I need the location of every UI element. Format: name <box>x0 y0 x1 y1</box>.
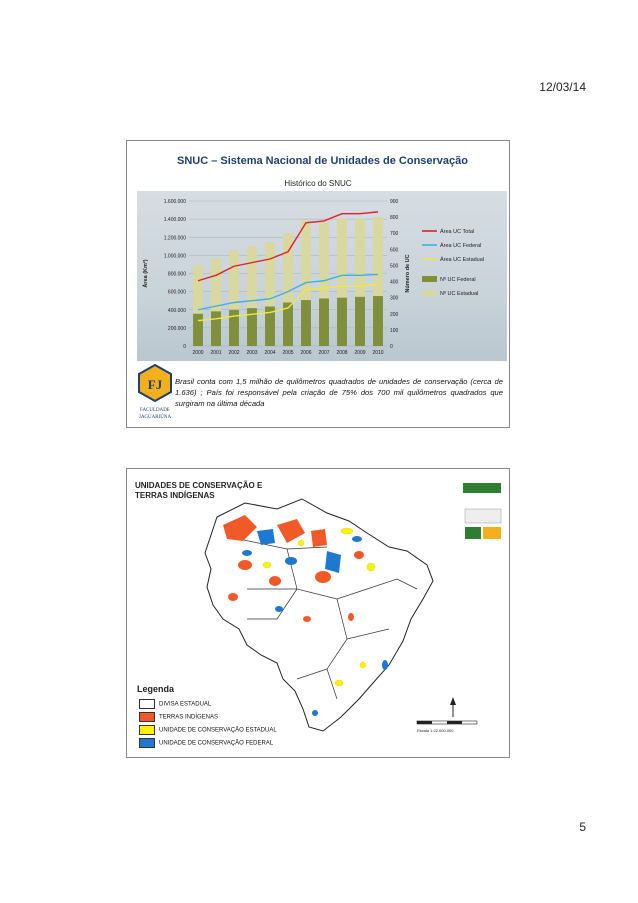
bar <box>265 306 275 346</box>
brazil-map <box>204 483 502 732</box>
series-line <box>197 211 379 282</box>
svg-text:FJ: FJ <box>148 377 163 392</box>
x-tick-label: 2003 <box>246 350 257 356</box>
bar <box>337 218 347 346</box>
legend-title: Legenda <box>137 684 175 694</box>
y2-tick-label: 300 <box>390 296 399 302</box>
x-tick-label: 2002 <box>228 350 239 356</box>
legend-swatch <box>139 712 155 722</box>
y2-axis-label: Número de UC <box>405 254 411 292</box>
y2-tick-label: 900 <box>390 199 399 205</box>
x-tick-label: 2006 <box>300 350 311 356</box>
bar <box>211 311 221 346</box>
series-line <box>197 283 379 322</box>
bar <box>373 296 383 346</box>
bar <box>247 246 257 346</box>
x-tick-label: 2001 <box>210 350 221 356</box>
legend-item-terras: TERRAS INDÍGENAS <box>139 712 218 722</box>
y2-tick-label: 200 <box>390 312 399 318</box>
legend-bar-swatch <box>422 290 437 296</box>
x-tick-label: 2009 <box>354 350 365 356</box>
x-tick-label: 2010 <box>372 350 383 356</box>
legend-label: Nº UC Federal <box>440 276 476 283</box>
slide-snuc: SNUC – Sistema Nacional de Unidades de C… <box>126 140 510 428</box>
snuc-chart: 0 200.000 400.000 600.000 800.000 1.000.000 1.… <box>137 191 507 361</box>
y2-tick-label: 400 <box>390 280 399 286</box>
y-tick-label: 1.200.000 <box>164 235 186 241</box>
y2-tick-label: 0 <box>390 344 393 350</box>
bar <box>193 313 203 346</box>
chart-title: Histórico do SNUC <box>284 179 352 188</box>
bar <box>301 300 311 346</box>
bar <box>319 298 329 346</box>
series-line <box>197 273 379 311</box>
faculdade-logo: FJ FACULDADE JAGUARIÚNA <box>138 363 172 420</box>
slide-body-text: Brasil conta com 1,5 milhão de quilômetr… <box>175 377 503 408</box>
scale-label: Escala 1:22.000.000 <box>417 728 454 733</box>
legend-label: Área UC Estadual <box>440 256 484 263</box>
slide-map: UNIDADES DE CONSERVAÇÃO E TERRAS INDÍGEN… <box>126 468 510 758</box>
legend-swatch <box>139 738 155 748</box>
y-axis-label: Área (Km²) <box>142 259 149 287</box>
bar <box>373 217 383 346</box>
bar <box>319 221 329 346</box>
bar <box>229 250 239 346</box>
y-tick-label: 0 <box>183 344 186 350</box>
bar <box>355 218 365 346</box>
x-tick-label: 2005 <box>282 350 293 356</box>
legend-item-uc-federal: UNIDADE DE CONSERVAÇÃO FEDERAL <box>139 738 273 748</box>
x-tick-label: 2004 <box>264 350 275 356</box>
bar <box>211 258 221 346</box>
y2-tick-label: 600 <box>390 247 399 253</box>
bar <box>193 265 203 346</box>
legend-label: Nº UC Estadual <box>440 290 478 297</box>
bar <box>265 242 275 346</box>
legend-label: Área UC Total <box>440 228 474 235</box>
y-tick-label: 1.600.000 <box>164 199 186 205</box>
y-tick-label: 800.000 <box>168 272 186 278</box>
y-tick-label: 400.000 <box>168 308 186 314</box>
y-tick-label: 1.000.000 <box>164 253 186 259</box>
bar <box>337 297 347 346</box>
y-tick-label: 600.000 <box>168 290 186 296</box>
scale-bar <box>416 720 478 725</box>
institution-logos <box>463 483 502 539</box>
svg-text:JAGUARIÚNA: JAGUARIÚNA <box>139 414 172 420</box>
svg-text:FACULDADE: FACULDADE <box>140 408 170 413</box>
y2-tick-label: 100 <box>390 328 399 334</box>
y-tick-label: 1.400.000 <box>164 217 186 223</box>
bar <box>283 302 293 346</box>
y2-tick-label: 700 <box>390 231 399 237</box>
legend-item-uc-estadual: UNIDADE DE CONSERVAÇÃO ESTADUAL <box>139 725 277 735</box>
map-title: UNIDADES DE CONSERVAÇÃO E TERRAS INDÍGEN… <box>135 481 263 500</box>
slide-title: SNUC – Sistema Nacional de Unidades de C… <box>177 155 468 167</box>
page-number: 5 <box>579 820 586 834</box>
legend-label: Área UC Federal <box>440 242 481 249</box>
y2-tick-label: 800 <box>390 215 399 221</box>
legend-bar-swatch <box>422 276 437 282</box>
legend-swatch <box>139 725 155 735</box>
legend-item-divisa: DIVISA ESTADUAL <box>139 699 211 709</box>
bar <box>229 309 239 346</box>
x-tick-label: 2008 <box>336 350 347 356</box>
bar <box>247 308 257 346</box>
bar <box>283 233 293 346</box>
x-tick-label: 2000 <box>192 350 203 356</box>
x-tick-label: 2007 <box>318 350 329 356</box>
y2-tick-label: 500 <box>390 263 399 269</box>
y-tick-label: 200.000 <box>168 326 186 332</box>
north-arrow-icon <box>450 697 456 717</box>
legend-swatch <box>139 699 155 709</box>
bar <box>355 296 365 346</box>
page-date: 12/03/14 <box>539 80 586 94</box>
chart-svg: 0 200.000 400.000 600.000 800.000 1.000.000 1.… <box>142 199 484 356</box>
